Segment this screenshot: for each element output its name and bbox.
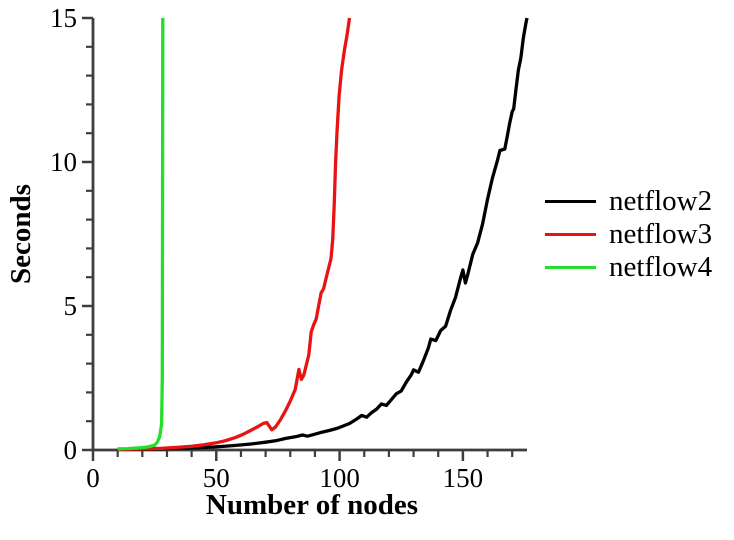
legend-item-netflow4: netflow4 xyxy=(545,251,712,284)
legend-label-netflow4: netflow4 xyxy=(609,251,713,283)
data-curves xyxy=(117,17,529,452)
y-tick-label: 15 xyxy=(50,3,77,33)
y-tick-label: 0 xyxy=(64,435,78,465)
legend-label-netflow2: netflow2 xyxy=(609,185,713,217)
axes: 0 50 100 150 0 5 10 15 xyxy=(50,3,527,493)
legend-label-netflow3: netflow3 xyxy=(609,218,713,250)
y-tick-label: 10 xyxy=(50,147,77,177)
legend-item-netflow3: netflow3 xyxy=(545,218,712,251)
curve-netflow2 xyxy=(117,17,529,452)
x-tick-label: 150 xyxy=(443,463,484,493)
legend-line-netflow3-icon xyxy=(545,232,596,237)
legend-item-netflow2: netflow2 xyxy=(545,185,712,218)
y-axis-title: Seconds xyxy=(5,184,37,284)
legend: netflow2 netflow3 netflow4 xyxy=(545,185,712,284)
x-tick-label: 0 xyxy=(86,463,100,493)
legend-line-netflow2-icon xyxy=(545,199,596,204)
y-tick-label: 5 xyxy=(64,291,78,321)
x-tick-label: 50 xyxy=(203,463,230,493)
x-tick-label: 100 xyxy=(319,463,360,493)
curve-netflow4 xyxy=(117,17,165,451)
curve-netflow3 xyxy=(117,17,352,452)
x-axis-title: Number of nodes xyxy=(206,489,418,521)
axis-frame xyxy=(91,18,527,452)
legend-line-netflow4-icon xyxy=(545,265,596,270)
